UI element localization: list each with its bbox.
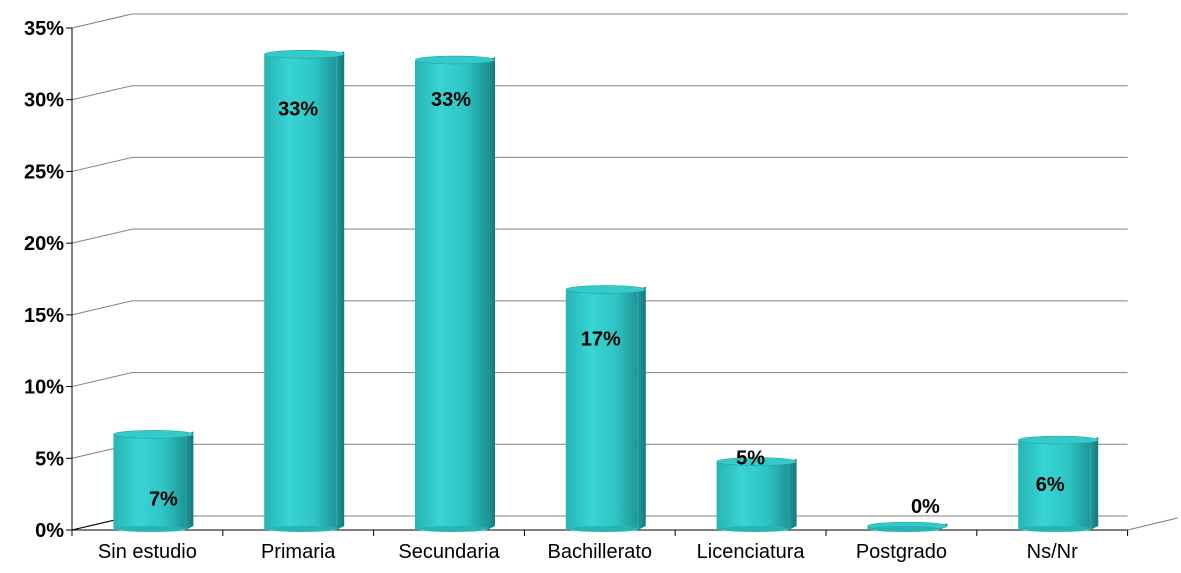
bar-base [567, 526, 640, 532]
y-tick-label: 30% [24, 90, 64, 112]
bar-side [788, 458, 797, 530]
x-tick-label: Bachillerato [548, 541, 653, 563]
gridline-depth [71, 372, 133, 388]
data-label: 33% [278, 98, 318, 120]
bar-front [415, 60, 487, 530]
x-tick-label: Primaria [261, 541, 336, 563]
data-label: 0% [911, 496, 940, 518]
y-tick-label: 35% [24, 18, 64, 40]
x-tick-label: Sin estudio [98, 541, 197, 563]
y-tick-label: 5% [35, 448, 64, 470]
data-label: 7% [149, 488, 178, 510]
floor-depth-line-right [1127, 517, 1178, 531]
bar-secundaria [414, 55, 496, 532]
bar-front [264, 55, 337, 530]
bar-top [113, 430, 194, 439]
bar-licenciatura [716, 457, 797, 532]
data-label: 17% [581, 328, 621, 350]
gridline-depth [71, 228, 133, 244]
bar-top [565, 285, 647, 294]
bar-front [716, 462, 789, 530]
bar-side [1090, 437, 1099, 530]
bar-front [113, 435, 186, 530]
bar-sin-estudio [113, 430, 194, 532]
x-tick-label: Secundaria [398, 541, 500, 563]
bar-base [266, 526, 339, 532]
bar-postgrado [867, 521, 948, 532]
y-tick-label: 10% [24, 377, 64, 399]
bar-base [417, 526, 489, 532]
bar-top [1017, 435, 1099, 445]
bar-top [263, 50, 345, 59]
bar-top [716, 457, 797, 466]
x-tick-label: Licenciatura [697, 541, 806, 563]
labels: 0% 5% 10% 15% 20% 25% 30% 35% 7% Sin estudio 33% Pr… [24, 18, 1078, 563]
bar-side [185, 431, 194, 530]
x-tick-label: Ns/Nr [1027, 541, 1078, 563]
bar-bachillerato [565, 285, 647, 532]
bar-base [869, 526, 942, 532]
bar-ns-nr [1017, 435, 1099, 532]
y-tick-label: 25% [24, 161, 64, 183]
gridline-depth [71, 300, 133, 316]
bar-top [414, 55, 496, 65]
gridline-depth [71, 85, 133, 101]
y-tick-label: 15% [24, 305, 64, 327]
data-label: 5% [736, 448, 765, 470]
y-tick-label: 20% [24, 233, 64, 255]
gridline-depth [71, 156, 133, 172]
bar-side [487, 56, 495, 530]
bar-front [565, 290, 638, 530]
bar-base [115, 526, 188, 532]
bar-front [1018, 441, 1091, 530]
gridline-depth [71, 13, 133, 29]
bar-side [637, 286, 646, 530]
bar-primaria [263, 50, 345, 532]
x-tick-label: Postgrado [856, 541, 947, 563]
bar-base [718, 526, 791, 532]
y-tick-label: 0% [35, 520, 64, 542]
bar-base [1020, 526, 1093, 532]
data-label: 6% [1036, 474, 1065, 496]
bar-side [336, 51, 345, 530]
bars [113, 50, 1099, 532]
data-label: 33% [431, 89, 471, 111]
